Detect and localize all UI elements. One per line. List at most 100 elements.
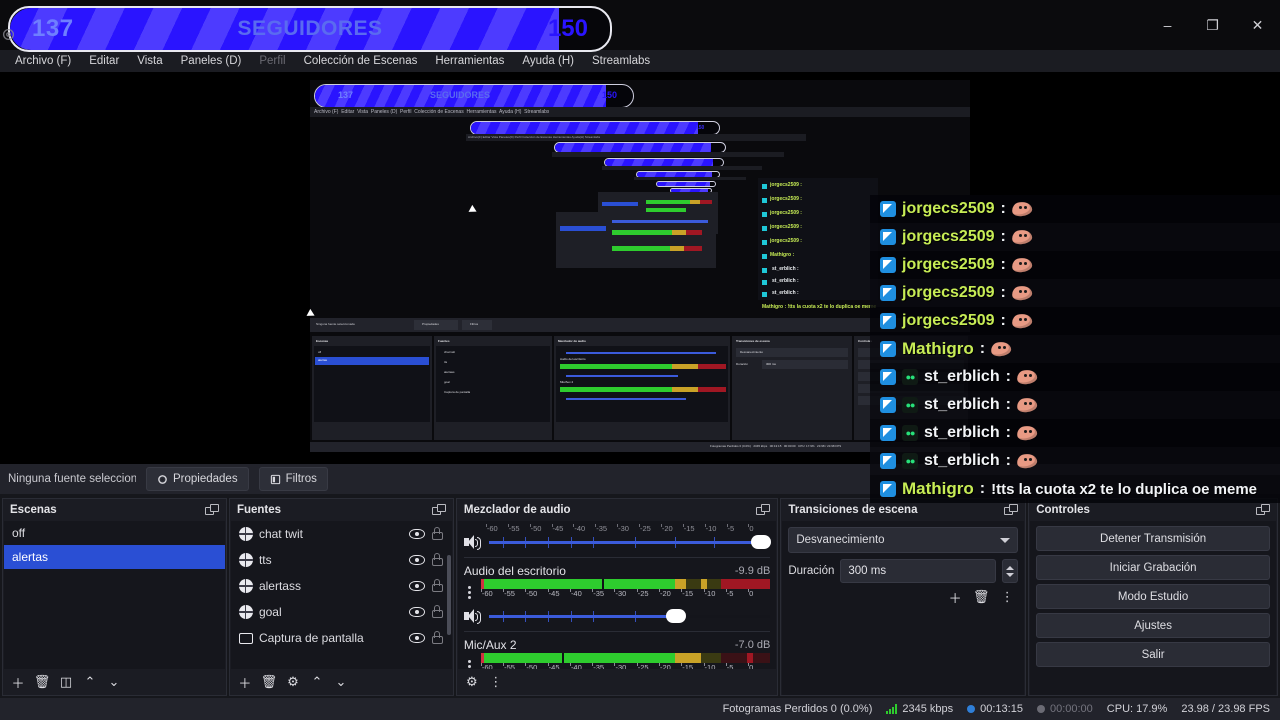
scenes-dock: Escenas off alertas ＋ 🗑 ◫ ⌃ ⌄ [2, 498, 227, 696]
tick: 0 [748, 589, 770, 600]
controls-dock-title: Controles [1036, 504, 1090, 516]
visibility-icon[interactable] [408, 526, 425, 542]
add-transition-button[interactable]: ＋ [948, 590, 962, 606]
menu-herramientas[interactable]: Herramientas [435, 55, 505, 67]
sources-scrollbar[interactable] [446, 555, 451, 635]
settings-button[interactable]: Ajustes [1036, 613, 1270, 638]
transitions-dock-header: Transiciones de escena [781, 499, 1026, 521]
tick: -50 [525, 663, 547, 669]
mixer-menu-icon[interactable] [464, 579, 476, 605]
menu-coleccion-de-escenas[interactable]: Colección de Escenas [303, 55, 418, 67]
mixer-volume-row-partial[interactable] [463, 531, 771, 553]
visibility-icon[interactable] [408, 604, 425, 620]
remove-source-button[interactable]: 🗑 [260, 674, 278, 689]
remove-transition-button[interactable]: 🗑 [972, 589, 990, 604]
tick: -40 [569, 663, 592, 669]
menu-vista[interactable]: Vista [137, 55, 163, 67]
nested-transitions-title: Transiciones de escena [736, 339, 770, 343]
nested-duration-input [762, 360, 848, 369]
source-item-tts[interactable]: tts [231, 547, 452, 573]
transition-select[interactable]: Desvanecimiento [788, 527, 1019, 553]
duplicate-scene-button[interactable]: ◫ [59, 674, 73, 689]
source-item-chat-twit[interactable]: chat twit [231, 521, 452, 547]
add-source-button[interactable]: ＋ [238, 675, 252, 691]
menu-streamlabs[interactable]: Streamlabs [591, 55, 651, 67]
nested-menubar-l1 [310, 107, 970, 117]
scene-item-off[interactable]: off [12, 526, 26, 540]
gear-icon[interactable] [2, 28, 15, 41]
source-item-captura-de-pantalla[interactable]: Captura de pantalla [231, 625, 452, 651]
move-scene-down-button[interactable]: ⌄ [108, 674, 120, 689]
visibility-icon[interactable] [408, 578, 425, 594]
lock-icon[interactable] [431, 579, 444, 593]
nested-mixer-meter-1b [672, 364, 698, 369]
source-properties-button[interactable]: ⚙ [287, 674, 299, 689]
menu-ayuda[interactable]: Ayuda (H) [522, 55, 574, 67]
duration-input[interactable]: 300 ms [840, 559, 997, 583]
maximize-button[interactable]: ❐ [1206, 16, 1219, 33]
visibility-icon[interactable] [408, 630, 425, 646]
mixer-menu-icon[interactable] [464, 653, 476, 669]
nested-menu-text-l1: Archivo (F) Editar Vista Paneles (D) Per… [314, 109, 550, 115]
menu-paneles[interactable]: Paneles (D) [180, 55, 242, 67]
add-scene-button[interactable]: ＋ [11, 675, 25, 691]
scene-item-alertas[interactable]: alertas [4, 545, 225, 569]
popout-icon[interactable] [1256, 504, 1270, 516]
nested-meter-a1 [646, 200, 690, 204]
preview-area[interactable]: 137 SEGUIDORES 150 Archivo (F) Editar Vi… [0, 72, 1280, 464]
speaker-icon[interactable] [463, 609, 481, 624]
remove-scene-button[interactable]: 🗑 [33, 674, 51, 689]
visibility-icon[interactable] [408, 552, 425, 568]
chat-message: Mathigro : [870, 335, 1280, 363]
source-item-goal[interactable]: goal [231, 599, 452, 625]
menu-perfil[interactable]: Perfil [259, 55, 286, 67]
volume-slider[interactable] [488, 535, 771, 549]
mixer-menu-icon[interactable]: ⋮ [489, 674, 503, 689]
move-source-up-button[interactable]: ⌃ [311, 674, 323, 689]
mixer-volume-row[interactable] [463, 605, 771, 627]
sources-list[interactable]: chat twit tts alertass [230, 521, 452, 669]
emote-icon [1010, 200, 1034, 218]
chat-username: jorgecs2509 [902, 312, 995, 329]
nested-goal-current-l1: 137 [338, 90, 354, 100]
source-item-alertass[interactable]: alertass [231, 573, 452, 599]
filters-button[interactable]: Filtros [258, 467, 328, 491]
lock-icon[interactable] [431, 553, 444, 567]
scenes-list[interactable]: off alertas [4, 521, 225, 669]
move-source-down-button[interactable]: ⌄ [335, 674, 347, 689]
menu-editar[interactable]: Editar [89, 55, 120, 67]
popout-icon[interactable] [431, 504, 446, 516]
exit-button[interactable]: Salir [1036, 642, 1270, 667]
start-recording-button[interactable]: Iniciar Grabación [1036, 555, 1270, 580]
move-scene-up-button[interactable]: ⌃ [84, 674, 96, 689]
close-button[interactable]: ✕ [1251, 16, 1264, 33]
chat-message: jorgecs2509 : [870, 251, 1280, 279]
lock-icon[interactable] [431, 605, 444, 619]
nested-menubar-l3 [552, 152, 784, 157]
transition-menu-icon[interactable]: ⋮ [1000, 589, 1014, 604]
popout-icon[interactable] [756, 504, 771, 516]
advanced-audio-properties-icon[interactable]: ⚙ [466, 674, 478, 689]
emote-icon [990, 340, 1013, 358]
chat-username: st_erblich [924, 368, 1000, 385]
stop-streaming-button[interactable]: Detener Transmisión [1036, 526, 1270, 551]
share-icon [880, 285, 896, 301]
duration-stepper[interactable] [1002, 559, 1019, 583]
popout-icon[interactable] [1004, 504, 1019, 516]
controls-body: Detener Transmisión Iniciar Grabación Mo… [1030, 521, 1276, 695]
studio-mode-button[interactable]: Modo Estudio [1036, 584, 1270, 609]
lock-icon[interactable] [431, 527, 444, 541]
nested-scene-alertas-label: alertas [318, 358, 328, 362]
mixer-source-header: Mic/Aux 2 -7.0 dB [464, 637, 770, 653]
menu-archivo[interactable]: Archivo (F) [15, 55, 72, 67]
nested-mixer-title: Mezclador de audio [558, 339, 586, 343]
volume-slider[interactable] [488, 609, 771, 623]
lock-icon[interactable] [431, 631, 444, 645]
popout-icon[interactable] [204, 504, 219, 516]
mixer-list[interactable]: -60 -55 -50 -45 -40 -35 -30 -25 -20 -15 -10 -5 0 [457, 521, 777, 669]
speaker-icon[interactable] [463, 535, 481, 550]
window-controls: – ❐ ✕ [1145, 0, 1280, 50]
preview-canvas: 137 SEGUIDORES 150 Archivo (F) Editar Vi… [310, 80, 970, 452]
minimize-button[interactable]: – [1163, 17, 1172, 33]
properties-button[interactable]: Propiedades [146, 467, 249, 491]
